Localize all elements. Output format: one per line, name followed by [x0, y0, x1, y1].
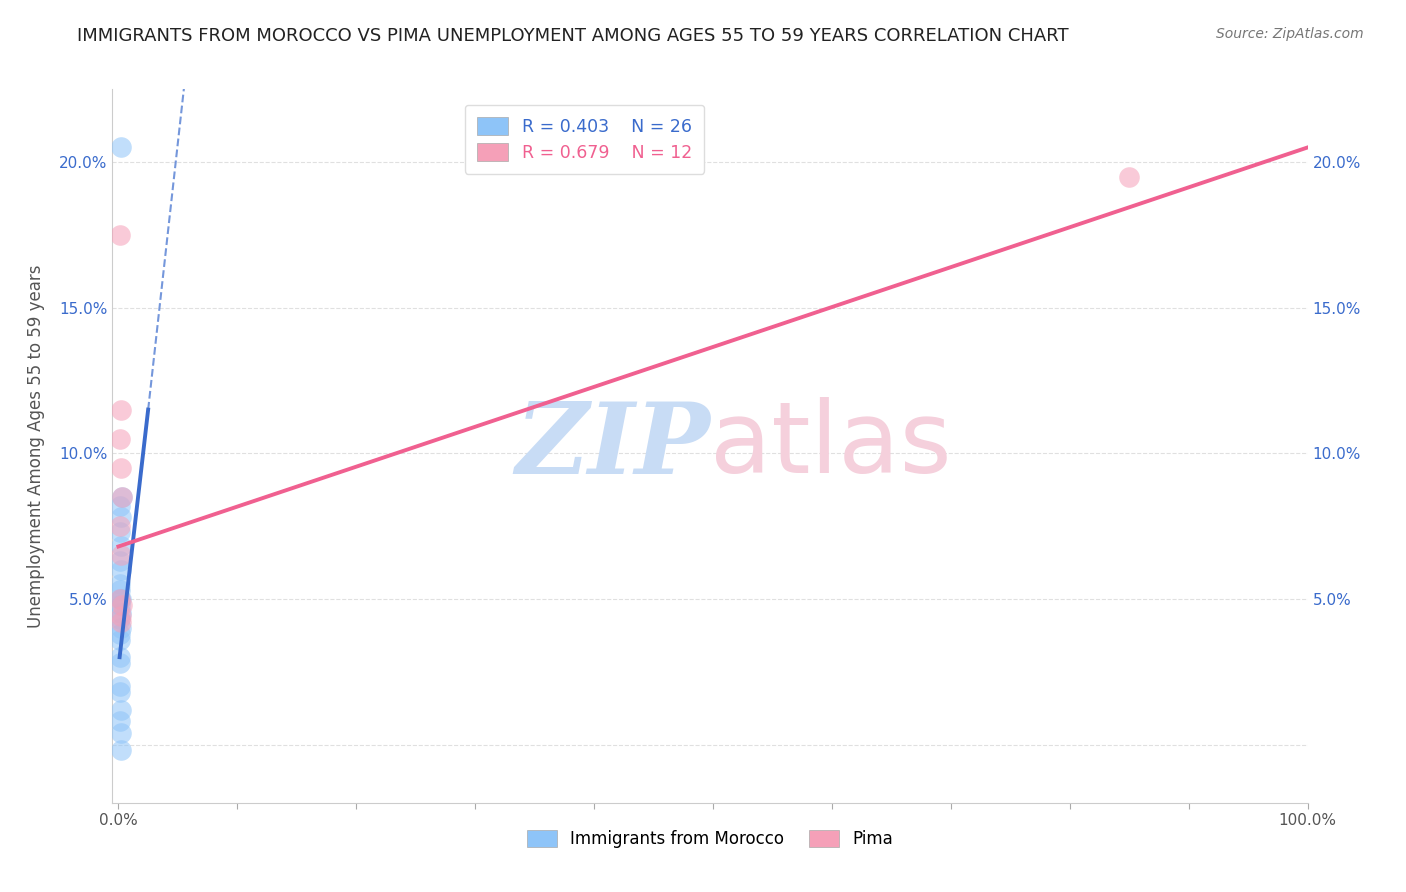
Point [108, 554, 131, 568]
Point [110, 563, 132, 577]
Point [108, 583, 131, 598]
Point [110, 510, 132, 524]
Point [108, 714, 131, 729]
Point [108, 499, 131, 513]
Point [110, 743, 132, 757]
Point [108, 432, 131, 446]
Point [108, 524, 131, 539]
Text: IMMIGRANTS FROM MOROCCO VS PIMA UNEMPLOYMENT AMONG AGES 55 TO 59 YEARS CORRELATI: IMMIGRANTS FROM MOROCCO VS PIMA UNEMPLOY… [77, 27, 1069, 45]
Text: ZIP: ZIP [515, 398, 710, 494]
Point [1118, 169, 1140, 184]
Point [110, 726, 132, 740]
Point [110, 460, 132, 475]
Point [108, 591, 131, 606]
Text: atlas: atlas [710, 398, 952, 494]
Point [108, 519, 131, 533]
Legend: Immigrants from Morocco, Pima: Immigrants from Morocco, Pima [520, 823, 900, 855]
Point [110, 609, 132, 624]
Point [108, 227, 131, 242]
Point [108, 591, 131, 606]
Point [108, 656, 131, 670]
Point [110, 548, 132, 562]
Point [111, 490, 134, 504]
Point [108, 650, 131, 665]
Point [108, 679, 131, 693]
Point [110, 703, 132, 717]
Point [108, 632, 131, 647]
Point [108, 627, 131, 641]
Y-axis label: Unemployment Among Ages 55 to 59 years: Unemployment Among Ages 55 to 59 years [27, 264, 45, 628]
Point [111, 598, 134, 612]
Point [110, 591, 132, 606]
Point [110, 607, 132, 621]
Point [110, 615, 132, 630]
Point [110, 402, 132, 417]
Text: Source: ZipAtlas.com: Source: ZipAtlas.com [1216, 27, 1364, 41]
Point [108, 598, 131, 612]
Point [110, 540, 132, 554]
Point [108, 685, 131, 699]
Point [111, 490, 134, 504]
Point [108, 577, 131, 591]
Point [110, 140, 132, 154]
Point [108, 612, 131, 626]
Point [110, 621, 132, 635]
